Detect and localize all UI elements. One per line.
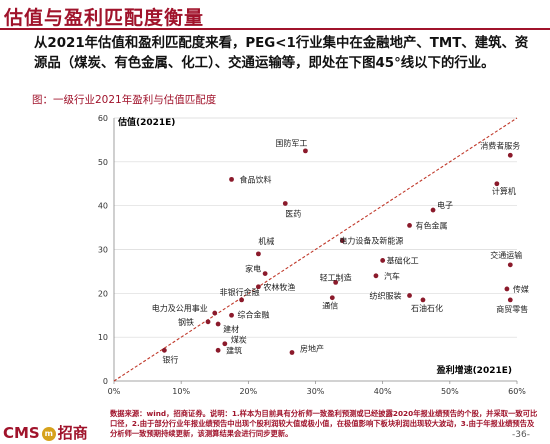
data-point bbox=[215, 347, 221, 353]
logo-text-cn: 招商 bbox=[57, 424, 88, 442]
point-label: 商贸零售 bbox=[496, 304, 528, 314]
point-label: 传媒 bbox=[513, 284, 529, 294]
data-point bbox=[282, 201, 288, 206]
data-point bbox=[239, 297, 245, 303]
data-point bbox=[407, 293, 412, 298]
point-label: 汽车 bbox=[384, 271, 400, 281]
x-tick-label: 60% bbox=[508, 387, 526, 396]
x-tick-label: 0% bbox=[108, 387, 121, 396]
data-point bbox=[507, 152, 513, 158]
logo-mark-icon: m bbox=[41, 427, 56, 441]
y-tick-label: 30 bbox=[98, 246, 108, 255]
x-tick-label: 40% bbox=[374, 387, 392, 396]
y-tick-label: 10 bbox=[98, 333, 108, 342]
data-point bbox=[215, 321, 221, 327]
footer-note: 数据来源：wind，招商证券。说明：1.样本为目前具有分析师一致盈利预测或已经披… bbox=[110, 409, 538, 438]
y-tick-label: 50 bbox=[98, 158, 108, 167]
point-label: 基础化工 bbox=[387, 255, 419, 265]
data-point bbox=[339, 238, 345, 244]
y-tick-label: 60 bbox=[98, 114, 108, 123]
point-label: 银行 bbox=[162, 354, 178, 364]
reference-line bbox=[113, 117, 518, 382]
point-label: 房地产 bbox=[300, 344, 324, 354]
point-label: 消费者服务 bbox=[480, 140, 520, 150]
point-label: 综合金融 bbox=[238, 309, 270, 319]
page-number: -36- bbox=[512, 430, 530, 440]
point-label: 煤炭 bbox=[231, 335, 247, 345]
x-tick-label: 10% bbox=[172, 387, 190, 396]
y-axis-label: 估值(2021E) bbox=[117, 116, 175, 128]
point-label: 农林牧渔 bbox=[263, 282, 295, 292]
point-label: 医药 bbox=[285, 208, 301, 218]
point-label: 轻工制造 bbox=[320, 272, 352, 282]
scatter-chart: 0 10 20 30 40 50 60 0% 10% 20% 30% 40% 50% 60% 国防军工 消费… bbox=[98, 114, 529, 396]
data-point bbox=[430, 207, 436, 213]
chart-tick-labels: 0 10 20 30 40 50 60 0% 10% 20% 30% 40% 50% 60% bbox=[98, 114, 526, 396]
point-label: 家电 bbox=[245, 264, 261, 274]
point-label: 食品饮料 bbox=[240, 174, 272, 184]
data-point bbox=[373, 273, 379, 279]
data-point bbox=[256, 284, 261, 290]
summary-paragraph: 从2021年估值和盈利匹配度来看，PEG<1行业集中在金融地产、TMT、建筑、资… bbox=[34, 36, 529, 71]
point-label: 非银行金融 bbox=[220, 287, 260, 297]
data-point bbox=[407, 222, 412, 228]
page-title: 估值与盈利匹配度衡量 bbox=[4, 7, 205, 29]
data-point bbox=[329, 295, 335, 301]
x-tick-label: 50% bbox=[441, 387, 459, 396]
point-label: 纺织服装 bbox=[370, 291, 402, 301]
data-point bbox=[262, 271, 268, 277]
title-bar: 估值与盈利匹配度衡量 bbox=[0, 0, 550, 30]
chart-points bbox=[161, 148, 513, 355]
point-label: 电力设备及新能源 bbox=[339, 236, 403, 246]
y-tick-label: 0 bbox=[103, 377, 108, 386]
point-label: 机械 bbox=[258, 236, 274, 246]
data-point bbox=[420, 297, 426, 303]
data-point bbox=[380, 258, 386, 263]
point-label: 建筑 bbox=[226, 345, 242, 355]
data-point bbox=[333, 279, 339, 285]
point-label: 有色金属 bbox=[416, 220, 448, 230]
point-label: 电力及公用事业 bbox=[152, 303, 208, 313]
data-point bbox=[504, 286, 510, 292]
data-point bbox=[229, 312, 234, 318]
point-label: 钢铁 bbox=[178, 317, 194, 327]
y-tick-label: 40 bbox=[98, 202, 108, 211]
y-tick-label: 20 bbox=[98, 289, 108, 298]
data-point bbox=[256, 251, 261, 257]
point-label: 计算机 bbox=[492, 186, 516, 196]
data-point bbox=[229, 176, 234, 182]
reference-line-45deg bbox=[113, 117, 518, 382]
x-tick-label: 30% bbox=[307, 387, 325, 396]
x-tick-label: 20% bbox=[239, 387, 257, 396]
point-label: 国防军工 bbox=[275, 138, 307, 148]
chart-caption: 图：一级行业2021年盈利与估值匹配度 bbox=[32, 94, 217, 106]
data-point bbox=[507, 297, 513, 303]
data-point bbox=[303, 148, 308, 154]
point-label: 交通运输 bbox=[490, 250, 522, 260]
point-label: 建材 bbox=[223, 324, 239, 334]
point-label: 通信 bbox=[322, 301, 338, 311]
company-logo: CMS m 招商 bbox=[3, 422, 88, 443]
data-point bbox=[205, 319, 211, 325]
point-label: 电子 bbox=[437, 200, 453, 210]
x-axis-label: 盈利增速(2021E) bbox=[436, 364, 512, 376]
data-point bbox=[161, 347, 167, 353]
data-point bbox=[212, 310, 218, 316]
point-label: 石油石化 bbox=[411, 303, 443, 313]
logo-text-cms: CMS bbox=[3, 424, 40, 442]
data-point bbox=[289, 350, 295, 355]
data-point bbox=[507, 262, 513, 268]
chart-axes bbox=[113, 118, 518, 384]
data-point bbox=[222, 341, 228, 347]
data-point bbox=[494, 181, 500, 187]
